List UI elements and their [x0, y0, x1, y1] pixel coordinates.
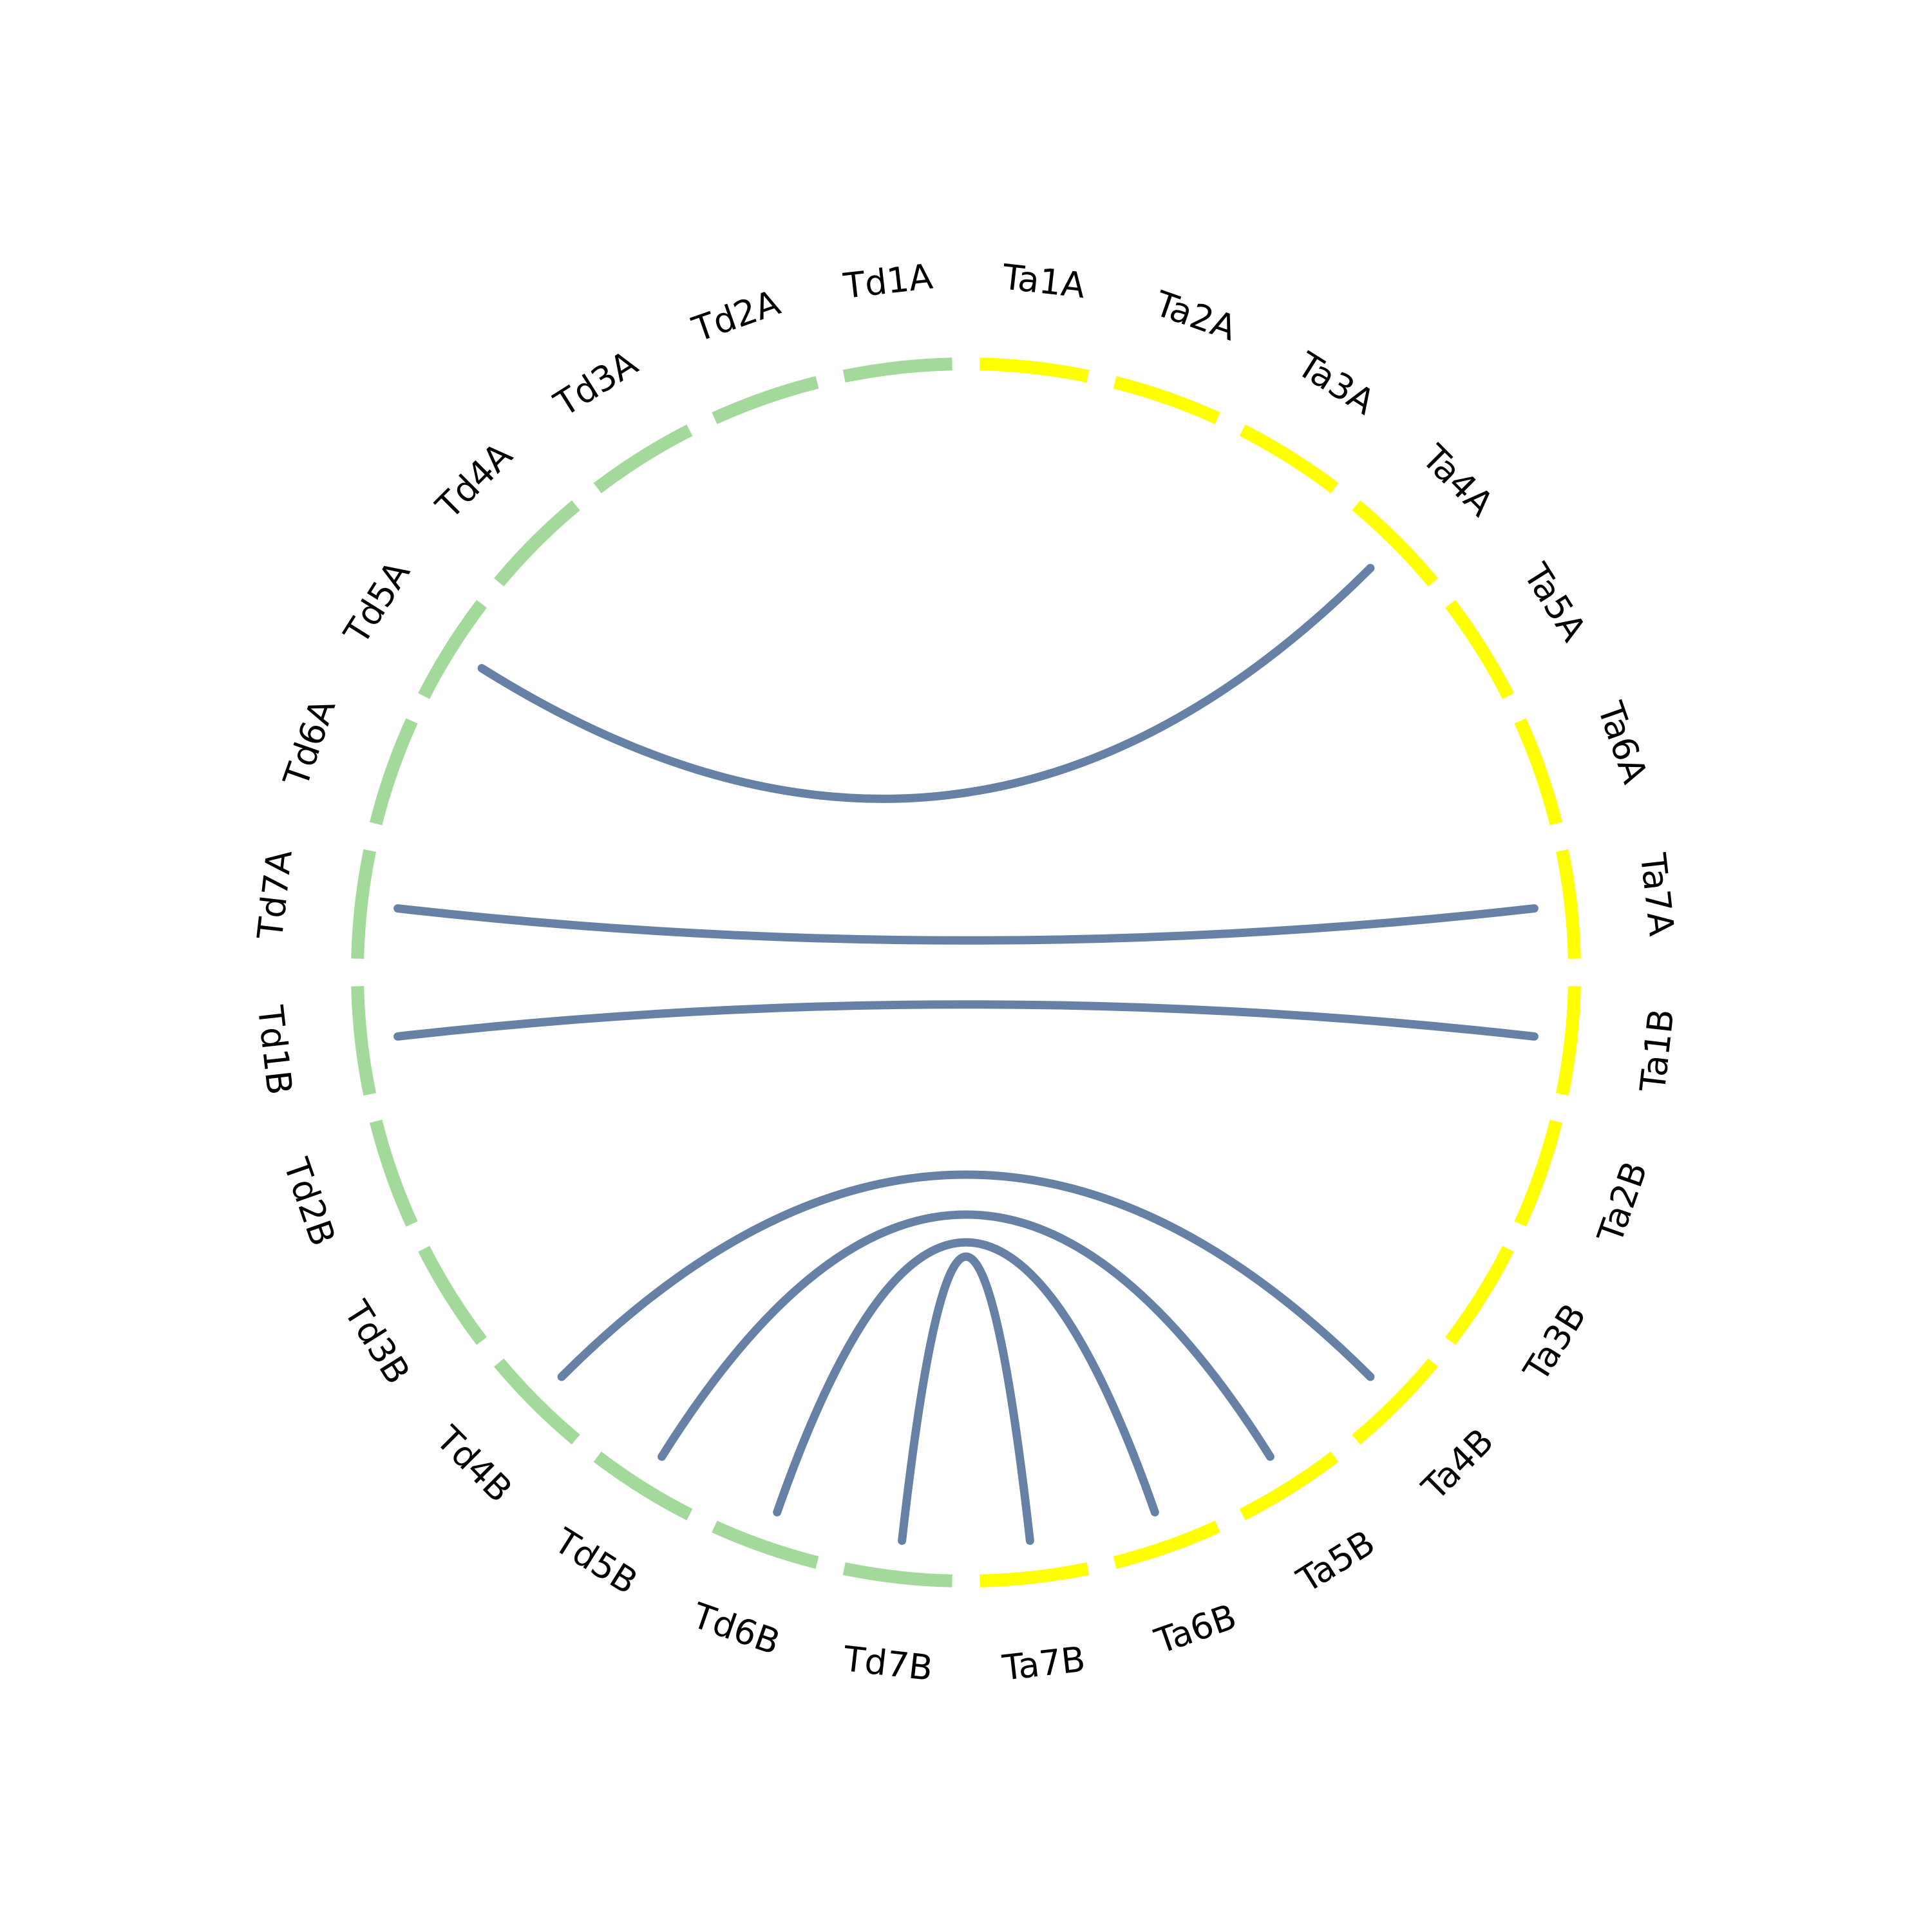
label-ta5a: Ta5A: [1515, 556, 1594, 648]
label-ta3a: Ta3A: [1290, 344, 1382, 422]
segment-ta6b: [1113, 1520, 1220, 1569]
label-td6a: Td6A: [276, 694, 344, 792]
label-td1a: Td1A: [841, 256, 935, 307]
segment-ta2b: [1514, 1119, 1562, 1227]
segment-td1b: [351, 986, 376, 1096]
label-td3a: Td3A: [547, 343, 645, 425]
label-td4b: Td4B: [428, 1418, 520, 1510]
segment-td2b: [370, 1119, 418, 1227]
label-td5b: Td5B: [547, 1520, 645, 1602]
label-td7a: Td7A: [250, 848, 300, 942]
chromosome-segments: [351, 357, 1581, 1587]
segment-td5a: [418, 600, 487, 699]
segment-ta3a: [1239, 424, 1339, 493]
label-td2b: Td2B: [276, 1153, 344, 1251]
segment-ta3b: [1445, 1245, 1514, 1345]
label-ta2b: Ta2B: [1589, 1157, 1655, 1249]
synteny-links: [393, 564, 1539, 1545]
segment-td5b: [593, 1452, 693, 1520]
segment-ta2a: [1113, 376, 1220, 424]
segment-td7a: [351, 849, 376, 959]
segment-ta1b: [1556, 986, 1581, 1096]
segment-ta5a: [1445, 600, 1514, 699]
segment-td3b: [418, 1245, 487, 1345]
segment-td6a: [370, 718, 418, 826]
label-td1b: Td1B: [250, 1003, 300, 1097]
segment-td2a: [712, 376, 819, 424]
label-ta2a: Ta2A: [1150, 283, 1242, 348]
segment-td6b: [712, 1520, 819, 1569]
label-td5a: Td5A: [336, 554, 418, 652]
segment-ta6a: [1514, 718, 1562, 826]
link-td4b-ta4b: [557, 1170, 1375, 1381]
link-td7a-ta7a: [393, 904, 1539, 945]
label-ta5b: Ta5B: [1290, 1522, 1382, 1601]
label-ta6a: Ta6A: [1589, 696, 1655, 788]
link-td7b-ta7b: [898, 1252, 1034, 1545]
link-td1b-ta1b: [393, 1000, 1539, 1041]
label-td2a: Td2A: [687, 282, 786, 350]
label-td6b: Td6B: [687, 1595, 786, 1663]
link-td6b-ta6b: [773, 1238, 1159, 1517]
segment-ta4a: [1352, 500, 1438, 587]
label-ta1b: Ta1B: [1633, 1007, 1682, 1095]
segment-td1a: [842, 357, 952, 383]
label-td4a: Td4A: [428, 435, 520, 527]
label-ta7a: Ta7A: [1633, 851, 1682, 938]
segment-ta7a: [1556, 849, 1581, 959]
segment-td3a: [593, 424, 693, 493]
segment-td4b: [494, 1358, 580, 1444]
link-td5b-ta5b: [658, 1210, 1274, 1461]
segment-ta7b: [980, 1562, 1090, 1587]
label-td7b: Td7B: [841, 1638, 935, 1689]
segment-td4a: [494, 500, 580, 587]
label-ta6b: Ta6B: [1150, 1596, 1242, 1662]
label-ta1a: Ta1A: [1000, 256, 1088, 306]
label-ta7b: Ta7B: [1000, 1639, 1088, 1689]
segment-ta4b: [1352, 1358, 1438, 1444]
segment-td7b: [842, 1562, 952, 1587]
label-td3b: Td3B: [336, 1293, 418, 1391]
label-ta3b: Ta3B: [1515, 1296, 1594, 1388]
segment-ta5b: [1239, 1452, 1339, 1520]
label-ta4a: Ta4A: [1414, 437, 1501, 524]
segment-ta1a: [980, 357, 1090, 383]
label-ta4b: Ta4B: [1414, 1421, 1501, 1508]
link-td5a-ta4a: [477, 564, 1375, 803]
